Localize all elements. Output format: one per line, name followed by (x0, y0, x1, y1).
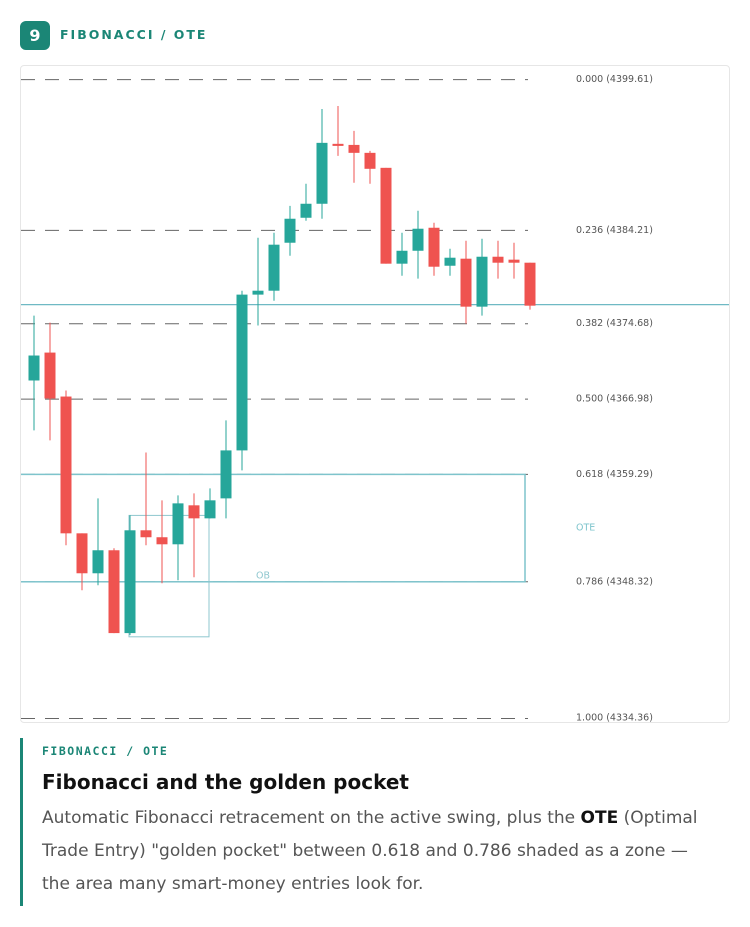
section-title: FIBONACCI / OTE (60, 27, 208, 42)
step-badge: 9 (20, 21, 50, 50)
order-block-label: OB (256, 570, 270, 581)
fib-label: 1.000 (4334.36) (576, 713, 653, 723)
candle-body (364, 152, 376, 169)
candle-body (412, 228, 424, 251)
ote-label: OTE (576, 523, 595, 534)
body-emphasis: OTE (580, 808, 619, 828)
body-text: Automatic Fibonacci retracement on the a… (42, 808, 581, 828)
candle-body (188, 505, 200, 519)
candle-body (524, 262, 536, 306)
info-card: FIBONACCI / OTE Fibonacci and the golden… (20, 738, 710, 906)
candle-body (28, 355, 40, 381)
candle-body (492, 256, 504, 263)
candle-body (76, 533, 88, 574)
candle-body (460, 258, 472, 307)
ote-zone (21, 473, 526, 583)
candle-body (60, 396, 72, 534)
fib-label: 0.786 (4348.32) (576, 576, 653, 587)
candle-body (204, 500, 216, 519)
candle-body (444, 257, 456, 266)
candle-body (300, 203, 312, 218)
candle-body (396, 250, 408, 264)
candle-body (236, 294, 248, 451)
fib-label: 0.236 (4384.21) (576, 225, 653, 236)
candle-body (316, 142, 328, 204)
fib-label: 0.000 (4399.61) (576, 74, 653, 85)
candle-body (172, 503, 184, 545)
body-text: (Optimal Trade Entry) "golden pocket" be… (42, 808, 698, 894)
card-title: Fibonacci and the golden pocket (42, 770, 409, 794)
candle-body (268, 244, 280, 291)
candle-body (140, 530, 152, 538)
candle-body (380, 167, 392, 264)
card-body: Automatic Fibonacci retracement on the a… (42, 802, 710, 901)
candle-body (508, 259, 520, 263)
chart: 0.000 (4399.61) 0.236 (4384.21) 0.382 (437… (21, 74, 729, 723)
chart-frame: 0.000 (4399.61) 0.236 (4384.21) 0.382 (437… (20, 65, 730, 723)
candle-body (156, 537, 168, 545)
candle-body (332, 143, 344, 146)
card-kicker: FIBONACCI / OTE (42, 744, 169, 758)
fib-label: 0.382 (4374.68) (576, 318, 653, 329)
candle-body (252, 290, 264, 295)
candle-body (124, 530, 136, 634)
candle-body (220, 450, 232, 499)
candle-body (44, 352, 56, 399)
candle-body (108, 550, 120, 634)
candle-body (428, 227, 440, 267)
candle-body (92, 550, 104, 574)
candle-body (476, 256, 488, 307)
candle-body (284, 218, 296, 243)
fib-label: 0.618 (4359.29) (576, 469, 653, 480)
fib-label: 0.500 (4366.98) (576, 394, 653, 405)
candle-body (348, 144, 360, 153)
